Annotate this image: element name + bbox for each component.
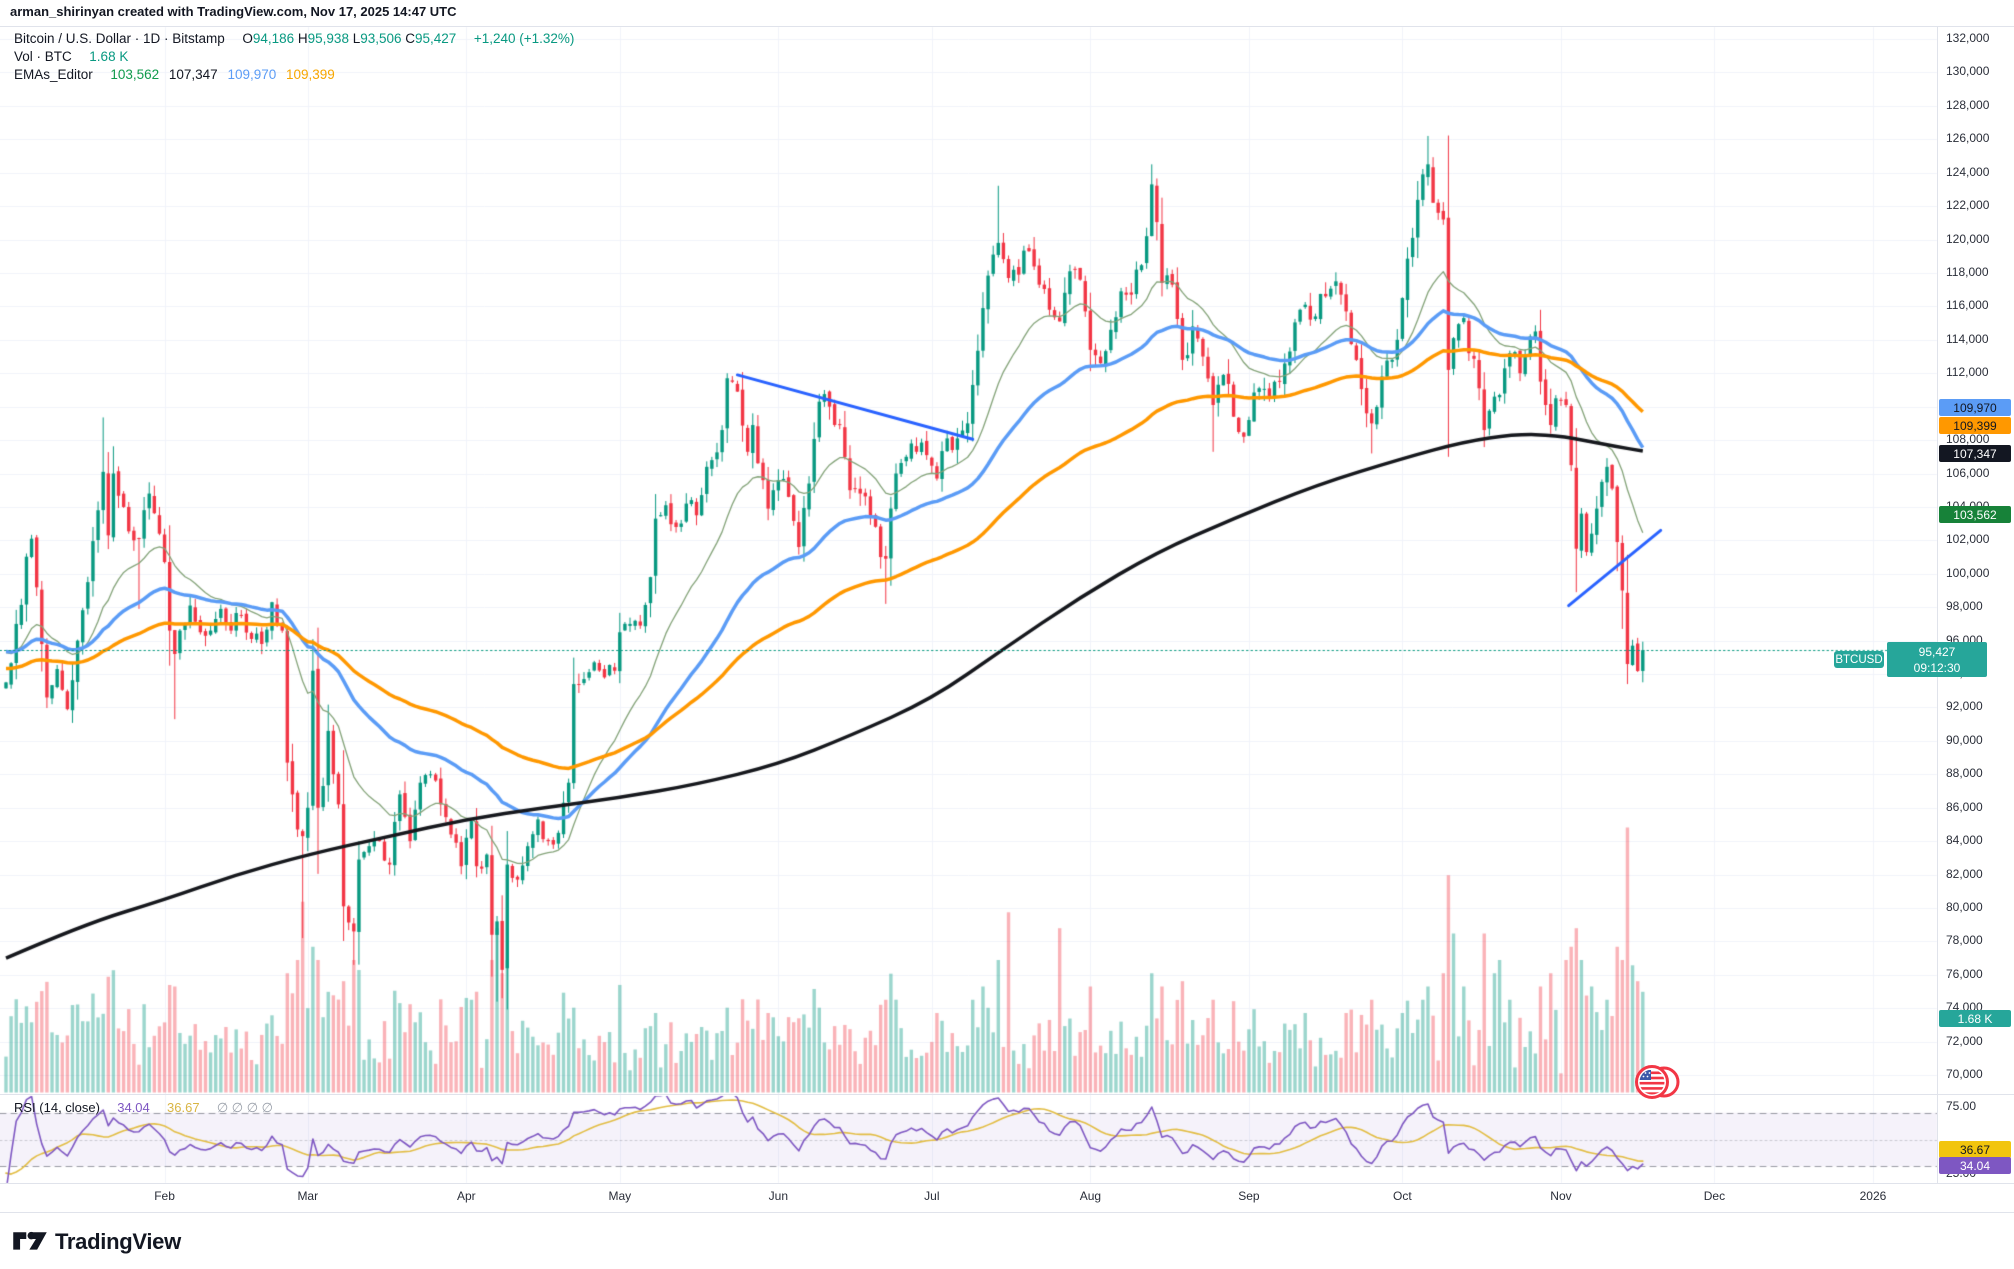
tradingview-logo-text[interactable]: TradingView — [55, 1228, 181, 1254]
ema-legend-value: 109,970 — [227, 67, 280, 82]
price-axis-tick: 76,000 — [1946, 966, 1983, 981]
last-price-value: 95,427 — [1918, 644, 1956, 659]
rsi-tag: 34.04 — [1939, 1157, 2011, 1174]
price-axis-tick: 132,000 — [1946, 31, 1990, 45]
time-axis-tick[interactable]: Jul — [924, 1189, 940, 1203]
chart-bottom-border — [0, 1212, 2014, 1213]
time-axis-tick[interactable]: May — [608, 1189, 632, 1203]
us-flag-icon — [1639, 1069, 1665, 1095]
emas-info-row[interactable]: EMAs_Editor 103,562 107,347 109,970 109,… — [14, 67, 574, 85]
price-axis-tick: 122,000 — [1946, 198, 1990, 213]
symbol-chip: BTCUSD — [1834, 651, 1884, 668]
time-axis-tick[interactable]: Oct — [1393, 1189, 1412, 1203]
ema-legend-value: 107,347 — [168, 67, 222, 82]
price-axis-tick: 70,000 — [1946, 1067, 1983, 1082]
bar-countdown: 09:12:30 — [1913, 660, 1961, 675]
ohlc-value: 95,938 — [307, 31, 353, 46]
price-axis-tick: 88,000 — [1946, 766, 1983, 781]
ohlc-letter: C — [405, 31, 416, 46]
time-axis-border — [0, 1183, 2014, 1184]
price-axis-tick: 84,000 — [1946, 833, 1983, 848]
price-axis-tick: 112,000 — [1946, 365, 1989, 380]
time-axis-tick[interactable]: Feb — [154, 1189, 175, 1203]
price-axis-tick: 72,000 — [1946, 1033, 1983, 1048]
time-axis-tick[interactable]: Mar — [297, 1189, 319, 1203]
time-axis-tick[interactable]: Sep — [1238, 1189, 1260, 1203]
volume-tag: 1.68 K — [1939, 1010, 2011, 1027]
ohlc-values: O94,186 H95,938 L93,506 C95,427 — [242, 31, 460, 46]
ema-legend-value: 103,562 — [110, 67, 163, 82]
price-axis-tick: 86,000 — [1946, 799, 1983, 814]
emas-label[interactable]: EMAs_Editor — [14, 67, 93, 82]
symbol-info-row[interactable]: Bitcoin / U.S. Dollar · 1D · Bitstamp O9… — [14, 31, 574, 49]
change-value: +1,240 (+1.32%) — [473, 31, 575, 46]
chart-top-border — [0, 26, 2014, 27]
ohlc-value: 93,506 — [360, 31, 406, 46]
ema100-price-tag: 109,399 — [1939, 417, 2011, 434]
price-axis-tick: 128,000 — [1946, 97, 1990, 112]
ohlc-letter: H — [297, 31, 308, 46]
rsi-axis-tick: 75.00 — [1946, 1099, 1977, 1113]
price-axis-tick: 130,000 — [1946, 64, 1990, 79]
price-axis-tick: 108,000 — [1946, 432, 1990, 447]
ma-slow-price-tag: 107,347 — [1939, 445, 2011, 462]
price-axis-tick: 118,000 — [1946, 264, 1989, 279]
volume-info-row[interactable]: Vol · BTC 1.68 K — [14, 49, 574, 67]
time-axis-tick[interactable]: Jun — [768, 1189, 789, 1203]
price-axis-border — [1937, 26, 1938, 1183]
volume-value: 1.68 K — [89, 49, 129, 64]
time-axis-tick[interactable]: Aug — [1079, 1189, 1102, 1203]
rsi-ma-tag: 36.67 — [1939, 1141, 2011, 1158]
rsi-title[interactable]: RSI (14, close) — [14, 1100, 100, 1115]
rsi-pane-separator[interactable] — [0, 1094, 2014, 1095]
ema-values: 103,562 107,347 109,970 109,399 — [110, 67, 341, 82]
price-axis-tick: 90,000 — [1946, 732, 1983, 747]
rsi-value: 34.04 — [117, 1100, 150, 1115]
last-price-tag: 95,427 09:12:30 — [1887, 642, 1987, 677]
rsi-ma-value: 36.67 — [167, 1100, 200, 1115]
price-axis-tick: 114,000 — [1946, 331, 1989, 346]
symbol-legend: Bitcoin / U.S. Dollar · 1D · Bitstamp O9… — [14, 31, 574, 85]
price-axis-tick: 98,000 — [1946, 599, 1983, 614]
tradingview-logo-icon[interactable] — [12, 1228, 48, 1255]
ohlc-letter: O — [242, 31, 253, 46]
price-axis-tick: 124,000 — [1946, 164, 1990, 179]
footer: TradingView — [12, 1228, 181, 1255]
volume-label[interactable]: Vol · BTC — [14, 49, 72, 64]
price-axis-tick: 102,000 — [1946, 532, 1990, 547]
price-axis-tick: 106,000 — [1946, 465, 1990, 480]
time-axis-tick[interactable]: Apr — [457, 1189, 476, 1203]
price-axis-tick: 78,000 — [1946, 933, 1983, 948]
ohlc-value: 94,186 — [252, 31, 298, 46]
ema20-price-tag: 103,562 — [1939, 506, 2011, 523]
rsi-empty-values: ∅ ∅ ∅ ∅ — [216, 1100, 273, 1115]
symbol-title[interactable]: Bitcoin / U.S. Dollar · 1D · Bitstamp — [14, 31, 225, 46]
time-axis-tick[interactable]: Nov — [1550, 1189, 1572, 1203]
price-axis-tick: 80,000 — [1946, 900, 1983, 915]
ohlc-letter: L — [352, 31, 361, 46]
time-axis-tick[interactable]: Dec — [1703, 1189, 1726, 1203]
price-axis-tick: 100,000 — [1946, 565, 1990, 580]
price-axis-tick: 126,000 — [1946, 131, 1990, 146]
ohlc-value: 95,427 — [415, 31, 461, 46]
price-axis-tick: 120,000 — [1946, 231, 1990, 246]
ema-legend-value: 109,399 — [286, 67, 335, 82]
attribution-text: arman_shirinyan created with TradingView… — [10, 4, 457, 19]
rsi-legend[interactable]: RSI (14, close) 34.04 36.67 ∅ ∅ ∅ ∅ — [14, 1100, 273, 1116]
us-economic-event-icon[interactable] — [1634, 1061, 1682, 1103]
price-axis-tick: 92,000 — [1946, 699, 1983, 714]
ema50-price-tag: 109,970 — [1939, 399, 2011, 416]
time-axis-tick[interactable]: 2026 — [1859, 1189, 1887, 1203]
price-axis-tick: 116,000 — [1946, 298, 1989, 313]
price-axis-tick: 82,000 — [1946, 866, 1983, 881]
